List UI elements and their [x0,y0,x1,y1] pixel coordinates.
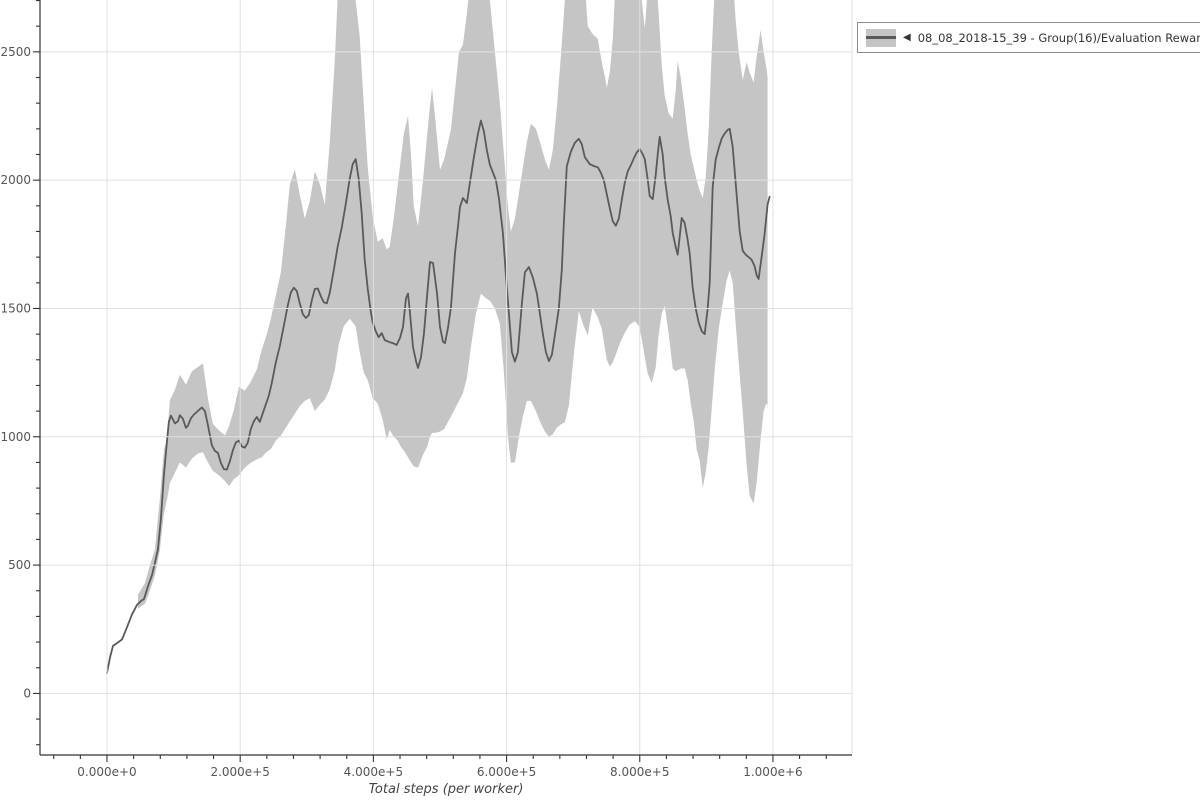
svg-text:1500: 1500 [0,301,31,315]
legend-swatch-band [866,28,896,47]
svg-text:500: 500 [8,558,31,572]
mean-line [106,119,771,674]
legend-entry[interactable]: ◀ 08_08_2018-15_39 - Group(16)/Evaluatio… [857,22,1200,53]
svg-text:2500: 2500 [0,45,31,59]
svg-text:2000: 2000 [0,173,31,187]
svg-text:4.000e+5: 4.000e+5 [344,765,403,779]
gridlines [40,0,853,755]
legend-swatch-line [866,36,896,39]
x-axis-title: Total steps (per worker) [369,782,524,797]
y-tick-labels: 0 500 1000 1500 2000 2500 [0,45,31,701]
svg-text:6.000e+5: 6.000e+5 [477,765,536,779]
svg-text:8.000e+5: 8.000e+5 [610,765,669,779]
axis-ticks [33,0,827,762]
legend-label: 08_08_2018-15_39 - Group(16)/Evaluation … [917,30,1200,45]
svg-text:1000: 1000 [0,430,31,444]
std-band [138,0,768,609]
svg-text:2.000e+5: 2.000e+5 [210,765,269,779]
svg-text:0.000e+0: 0.000e+0 [77,765,136,779]
svg-text:0: 0 [23,686,31,700]
svg-text:1.000e+6: 1.000e+6 [743,765,802,779]
plot-area [106,0,771,674]
x-tick-labels: 0.000e+0 2.000e+5 4.000e+5 6.000e+5 8.000e+5… [77,765,802,779]
axes-spines [39,0,852,756]
legend-collapse-icon: ◀ [903,31,911,43]
